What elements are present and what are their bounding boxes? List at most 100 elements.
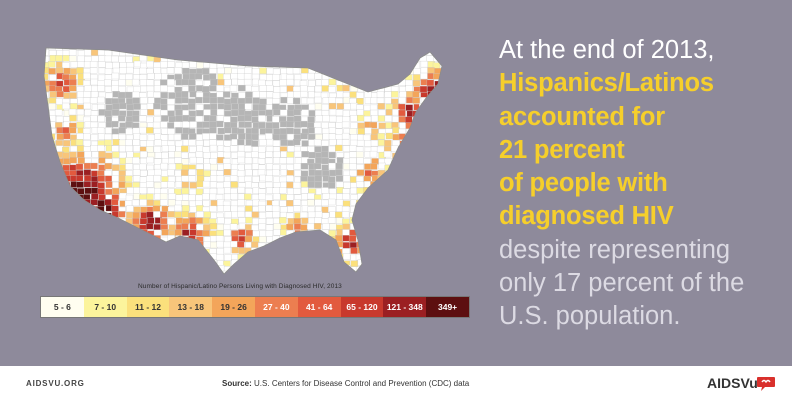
county-cell <box>97 182 105 189</box>
county-cell <box>238 108 246 116</box>
county-cell <box>139 134 148 141</box>
county-cell <box>440 229 442 236</box>
county-cell <box>152 121 161 129</box>
county-cell <box>293 48 301 51</box>
county-cell <box>266 48 274 51</box>
county-cell <box>355 253 364 261</box>
county-cell <box>377 169 386 177</box>
county-cell <box>244 193 252 200</box>
county-cell <box>118 242 126 249</box>
county-cell <box>90 115 98 122</box>
county-cell <box>301 278 308 280</box>
county-cell <box>350 67 359 74</box>
county-cell <box>49 223 57 230</box>
county-cell <box>98 157 106 164</box>
county-cell <box>376 97 385 105</box>
county-cell <box>364 199 373 206</box>
county-cell <box>356 98 364 105</box>
county-cell <box>370 188 379 196</box>
county-cell <box>293 266 301 273</box>
county-cell <box>196 175 205 182</box>
county-cell <box>217 79 225 86</box>
county-cell <box>272 211 280 218</box>
county-cell <box>76 145 85 152</box>
county-cell <box>238 222 247 230</box>
county-cell <box>84 242 92 249</box>
county-cell <box>44 181 50 189</box>
county-cell <box>140 272 148 274</box>
county-cell <box>286 175 294 182</box>
county-cell <box>90 78 98 86</box>
county-cell <box>364 258 372 266</box>
county-cell <box>293 260 301 268</box>
county-cell <box>328 127 337 134</box>
county-cell <box>83 248 92 255</box>
county-cell <box>139 277 146 280</box>
county-cell <box>286 151 294 159</box>
county-cell <box>385 103 393 111</box>
county-cell <box>147 73 155 80</box>
county-cell <box>118 139 127 147</box>
county-cell <box>244 67 252 74</box>
county-cell <box>398 145 406 153</box>
county-cell <box>55 200 63 207</box>
county-cell <box>336 199 344 206</box>
county-cell <box>104 259 112 267</box>
county-cell <box>147 235 155 242</box>
county-cell <box>371 241 379 248</box>
county-cell <box>139 48 147 52</box>
county-cell <box>44 188 50 195</box>
county-cell <box>279 120 288 128</box>
county-cell <box>349 169 357 177</box>
county-cell <box>314 146 322 153</box>
county-cell <box>168 199 176 206</box>
county-cell <box>329 242 337 249</box>
county-cell <box>118 115 126 122</box>
county-cell <box>258 152 266 159</box>
county-cell <box>173 121 182 128</box>
county-cell <box>56 242 64 249</box>
county-cell <box>97 85 105 92</box>
county-cell <box>356 48 365 51</box>
county-cell <box>175 115 183 122</box>
county-cell <box>161 205 169 213</box>
county-cell <box>260 279 267 280</box>
county-cell <box>272 98 280 105</box>
county-cell <box>181 48 189 51</box>
county-cell <box>147 217 155 224</box>
site-link[interactable]: AIDSVU.ORG <box>26 379 85 388</box>
county-cell <box>286 248 295 255</box>
headline-highlight-1: Hispanics/Latinos <box>499 69 714 98</box>
county-cell <box>140 259 148 266</box>
county-cell <box>251 116 259 123</box>
county-cell <box>439 206 442 213</box>
county-cell <box>357 73 366 81</box>
county-cell <box>160 79 168 86</box>
county-cell <box>237 73 245 80</box>
county-cell <box>265 194 273 202</box>
county-cell <box>112 103 120 110</box>
county-cell <box>363 236 371 244</box>
county-cell <box>286 157 294 164</box>
county-cell <box>244 121 252 128</box>
county-cell <box>398 96 406 104</box>
county-cell <box>413 68 421 75</box>
county-cell <box>104 247 112 255</box>
county-cell <box>273 48 281 51</box>
county-cell <box>126 265 134 272</box>
county-cell <box>440 217 442 224</box>
county-cell <box>399 271 407 274</box>
county-cell <box>301 217 309 224</box>
county-cell <box>48 218 57 225</box>
county-cell <box>383 150 392 158</box>
county-cell <box>272 92 281 99</box>
county-cell <box>139 67 147 75</box>
county-cell <box>77 271 85 274</box>
county-cell <box>224 254 232 261</box>
county-cell <box>98 260 106 267</box>
county-cell <box>160 254 169 261</box>
county-cell <box>384 235 393 242</box>
county-cell <box>343 103 352 110</box>
county-cell <box>266 218 274 225</box>
county-cell <box>279 157 288 164</box>
